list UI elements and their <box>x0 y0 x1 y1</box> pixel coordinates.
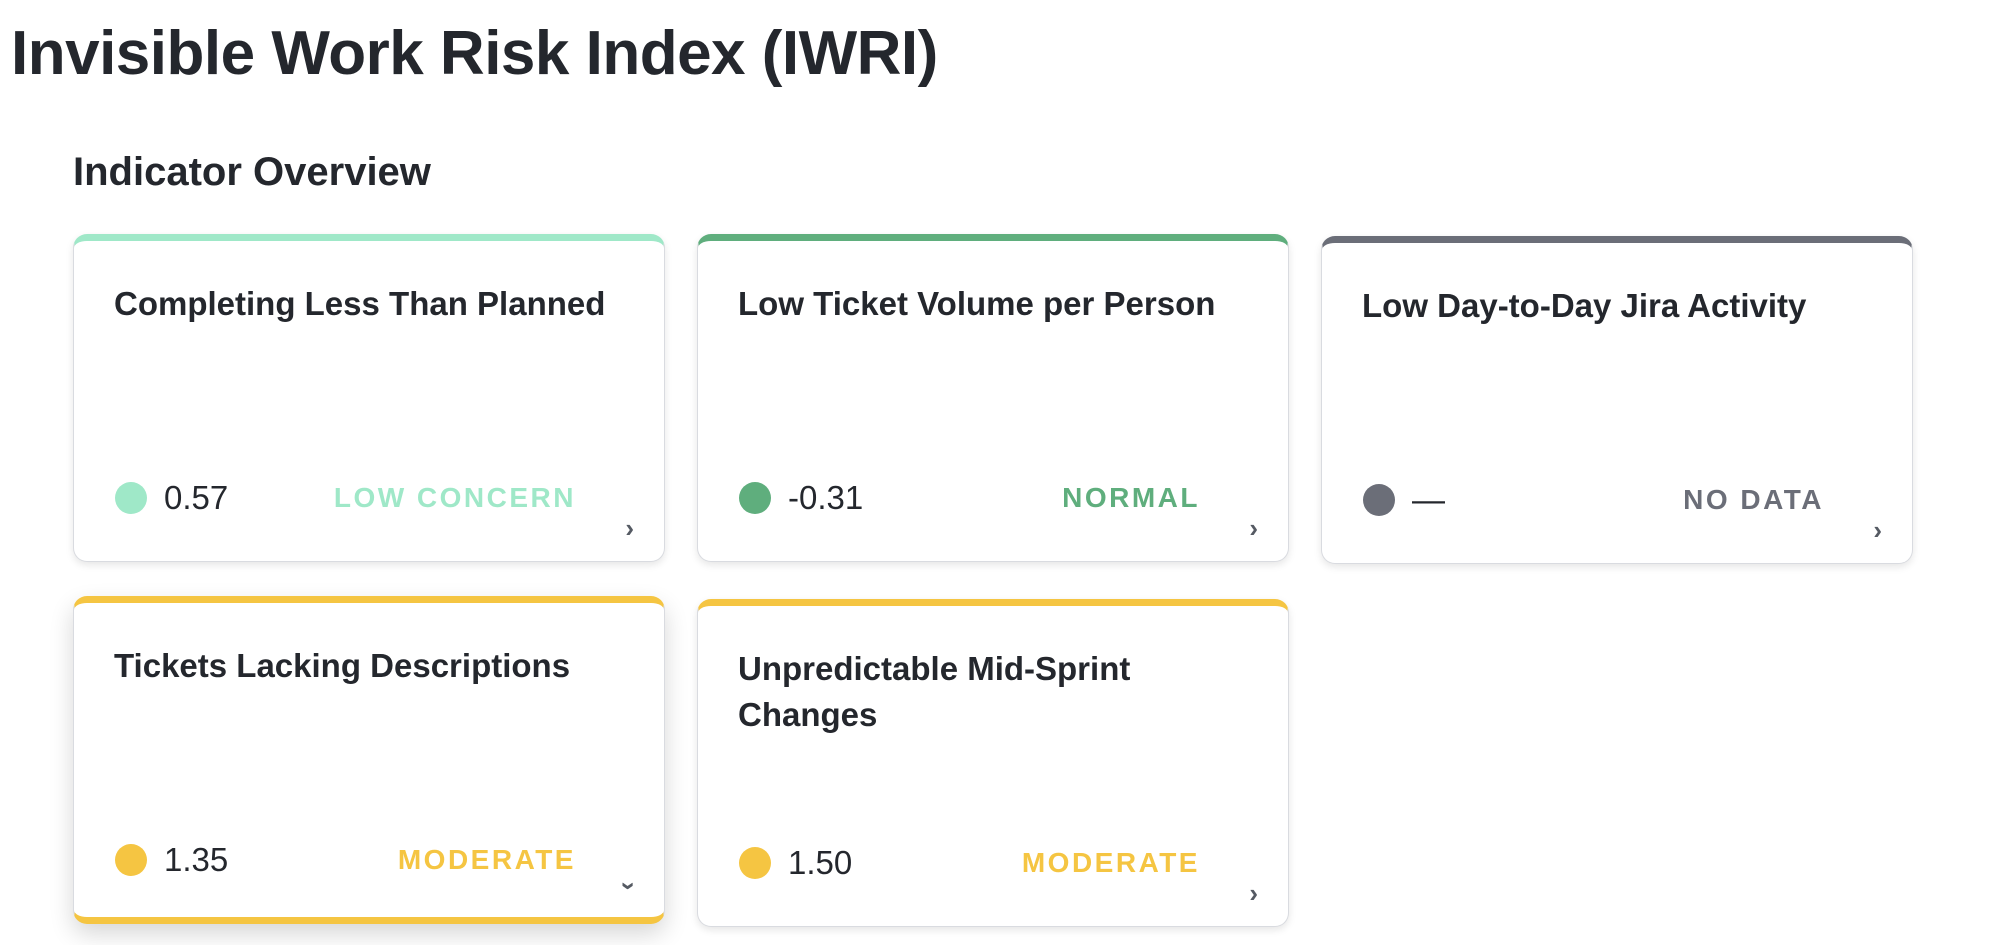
section-title: Indicator Overview <box>73 150 431 194</box>
card-title: Low Ticket Volume per Person <box>738 285 1216 322</box>
score-value: 1.35 <box>164 841 229 878</box>
status-dot-icon <box>115 844 147 876</box>
card-title: Tickets Lacking Descriptions <box>114 647 571 684</box>
card-title: Low Day-to-Day Jira Activity <box>1362 287 1807 324</box>
chevron-down-icon[interactable]: › <box>614 881 645 891</box>
level-label: MODERATE <box>1021 847 1200 878</box>
chevron-right-icon[interactable]: › <box>625 513 634 543</box>
score-value: 1.50 <box>788 844 853 881</box>
indicator-card-low-ticket-volume-per-person[interactable]: Low Ticket Volume per Person -0.31 NORMA… <box>697 234 1289 562</box>
status-dot-icon <box>739 847 771 879</box>
level-label: NO DATA <box>1683 484 1824 515</box>
page-title: Invisible Work Risk Index (IWRI) <box>11 19 938 88</box>
level-label: MODERATE <box>397 844 576 875</box>
indicator-card-unpredictable-mid-sprint-changes[interactable]: Unpredictable Mid-Sprint Changes 1.50 MO… <box>697 599 1289 927</box>
card-title: Completing Less Than Planned <box>114 285 606 322</box>
status-dot-icon <box>739 482 771 514</box>
score-value: — <box>1412 481 1445 518</box>
score-value: -0.31 <box>788 479 864 516</box>
indicator-card-completing-less-than-planned[interactable]: Completing Less Than Planned 0.57 LOW CO… <box>73 234 665 562</box>
score-value: 0.57 <box>164 479 229 516</box>
card-title: Unpredictable Mid-Sprint Changes <box>738 650 1131 733</box>
level-label: LOW CONCERN <box>333 482 576 513</box>
chevron-right-icon[interactable]: › <box>1873 515 1882 545</box>
level-label: NORMAL <box>1062 482 1200 513</box>
status-dot-icon <box>115 482 147 514</box>
status-dot-icon <box>1363 484 1395 516</box>
indicator-card-tickets-lacking-descriptions[interactable]: Tickets Lacking Descriptions 1.35 MODERA… <box>73 596 665 924</box>
chevron-right-icon[interactable]: › <box>1249 878 1258 908</box>
chevron-right-icon[interactable]: › <box>1249 513 1258 543</box>
indicator-card-low-day-to-day-jira-activity[interactable]: Low Day-to-Day Jira Activity — NO DATA › <box>1321 236 1913 564</box>
